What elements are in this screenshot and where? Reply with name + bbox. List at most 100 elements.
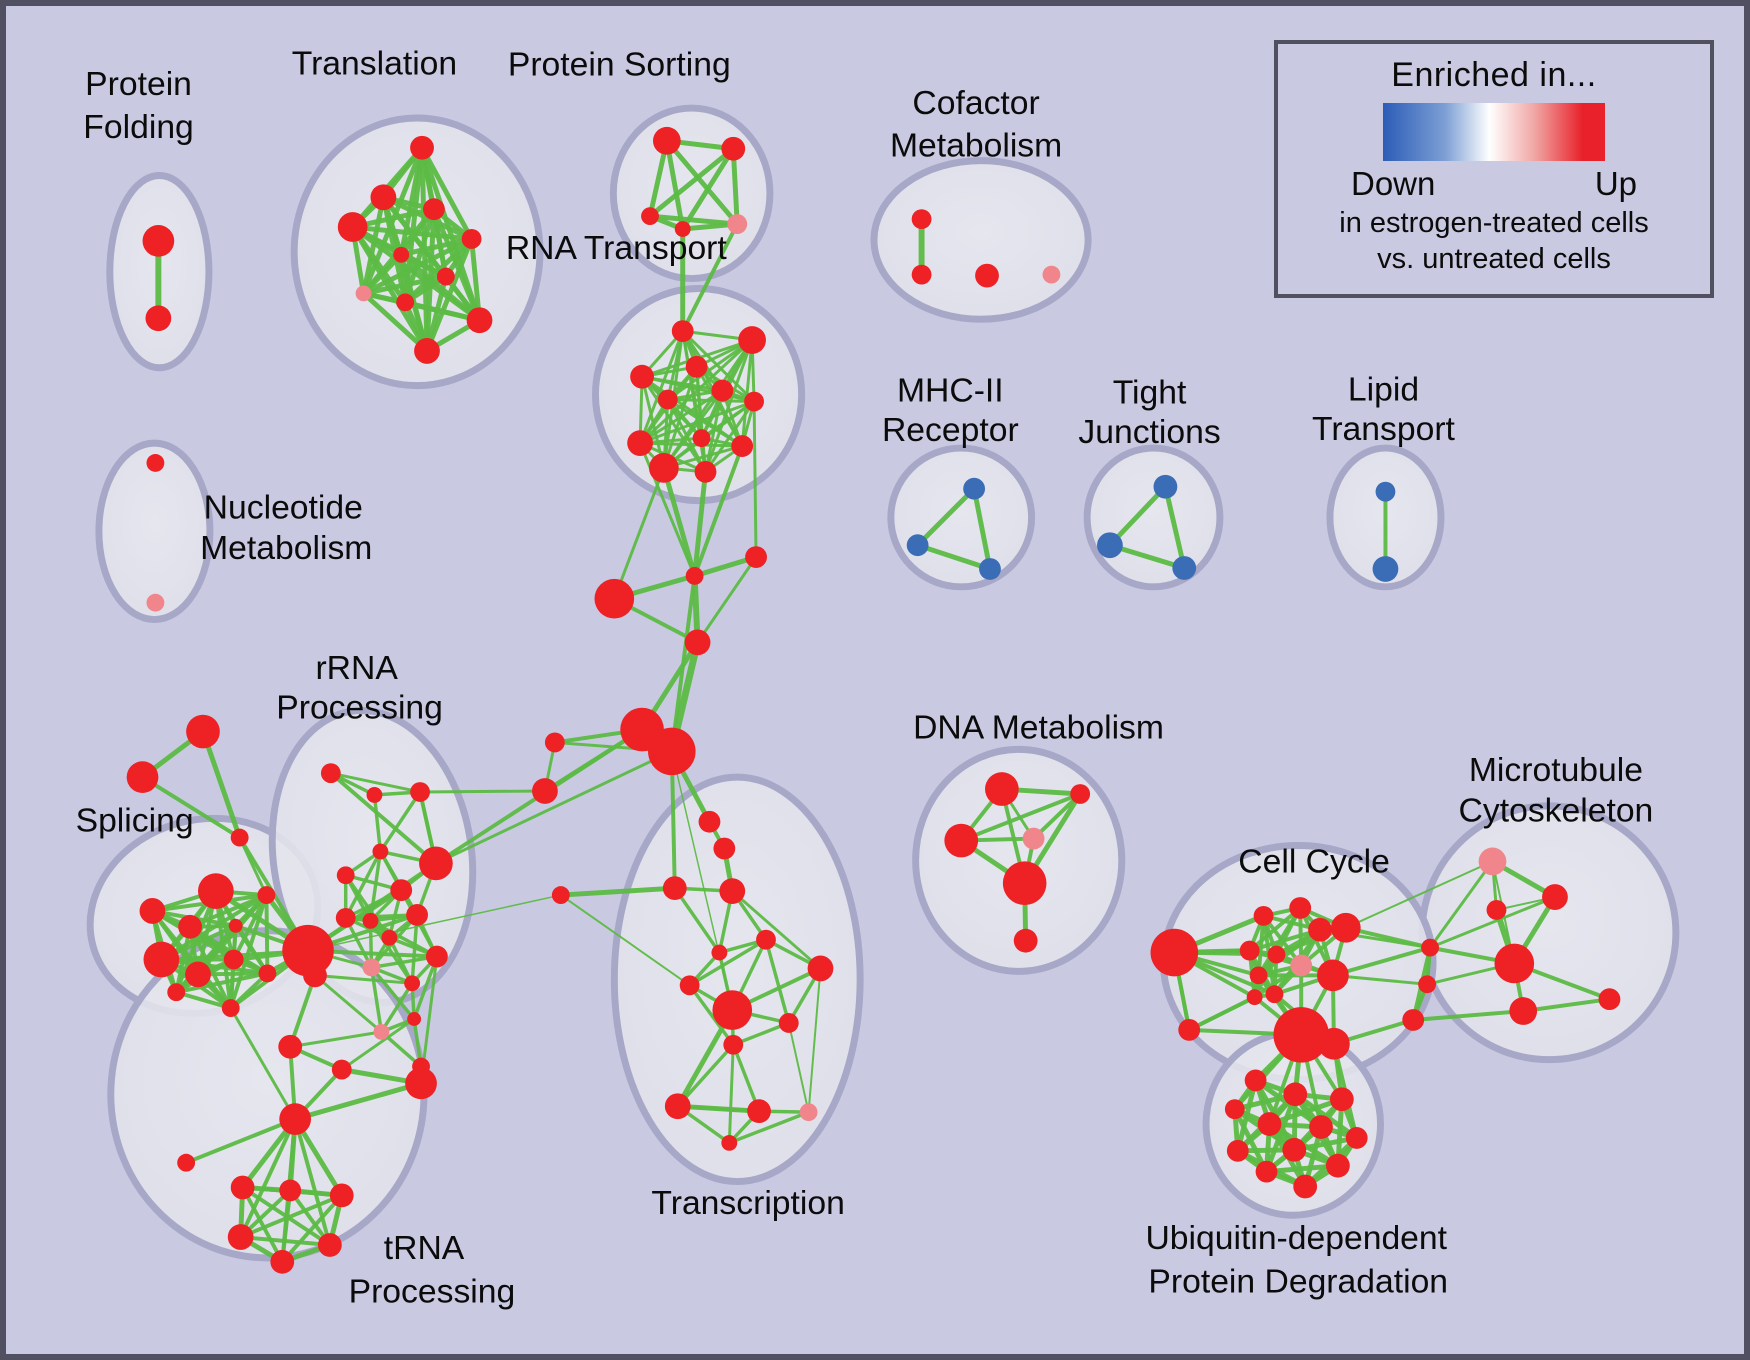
node-u1	[1283, 1082, 1308, 1107]
node-cc7	[1317, 959, 1349, 992]
node-cn0	[1421, 938, 1439, 957]
edge	[915, 542, 993, 572]
node-ft1	[126, 761, 159, 793]
node-ft2	[230, 828, 249, 847]
node-r4	[711, 379, 734, 402]
edge	[675, 1103, 762, 1114]
node-sn	[551, 886, 570, 905]
node-c2	[975, 263, 999, 288]
edge	[184, 1117, 298, 1165]
node-ch1	[713, 837, 736, 860]
node-u8	[1282, 1137, 1307, 1162]
edge	[740, 338, 754, 448]
edge	[638, 399, 756, 445]
edge	[666, 398, 707, 474]
cluster-label-lipid-transport: Transport	[1312, 410, 1456, 448]
node-n0	[146, 454, 165, 472]
edge	[787, 1021, 810, 1114]
cluster-label-rrna-processing: Processing	[276, 689, 443, 727]
node-tj1	[1097, 532, 1123, 559]
edge	[1247, 927, 1323, 953]
edge	[343, 849, 383, 920]
node-j1	[745, 546, 767, 568]
edge	[661, 465, 698, 579]
edge	[238, 836, 268, 897]
edge	[1428, 859, 1494, 950]
node-r6	[744, 391, 764, 412]
cluster-label-ubiquitin-degradation: Protein Degradation	[1148, 1263, 1448, 1301]
cluster-label-cofactor-metabolism: Metabolism	[890, 127, 1062, 165]
edge	[681, 329, 756, 403]
edge	[398, 252, 482, 323]
node-rr5	[336, 866, 355, 885]
edge	[727, 1043, 735, 1145]
edge	[640, 375, 756, 403]
node-c1	[911, 264, 932, 285]
edge	[264, 893, 270, 976]
node-n1	[146, 593, 165, 612]
edge	[638, 338, 754, 445]
node-br2	[405, 1067, 437, 1100]
node-u5	[1309, 1115, 1333, 1139]
cluster-ellipse-tight-junctions	[1083, 444, 1224, 591]
edge	[664, 138, 686, 232]
edge	[640, 375, 707, 474]
node-c3	[1042, 265, 1061, 284]
edge	[292, 1080, 424, 1122]
node-h3	[648, 727, 696, 776]
edge	[730, 146, 740, 227]
node-rr13	[404, 975, 421, 992]
node-d5	[1013, 928, 1038, 953]
node-s6	[185, 961, 211, 988]
edge	[200, 729, 243, 841]
node-ft0	[186, 714, 220, 749]
node-t10	[414, 338, 440, 364]
cluster-ellipse-cofactor-metabolism	[870, 157, 1092, 323]
node-cc1	[1289, 897, 1312, 919]
node-u2	[1329, 1087, 1354, 1112]
node-tj0	[1153, 474, 1178, 499]
edge	[915, 486, 977, 548]
node-cc0	[1253, 905, 1274, 926]
edge	[288, 973, 317, 1049]
node-s3	[178, 914, 202, 939]
edge	[1107, 542, 1187, 571]
node-mt2	[1486, 900, 1507, 920]
edge	[361, 290, 430, 354]
edge	[369, 954, 439, 970]
node-s1	[198, 873, 234, 909]
node-r3	[630, 364, 654, 389]
edge	[233, 923, 270, 976]
edge	[612, 466, 666, 601]
edge	[238, 1193, 344, 1240]
cluster-label-rrna-processing: rRNA	[315, 649, 398, 687]
edge	[1247, 905, 1303, 953]
node-trhub	[279, 1103, 312, 1135]
node-ln0	[544, 732, 565, 753]
cluster-label-lipid-transport: Lipid	[1348, 370, 1419, 408]
node-rr8	[362, 912, 379, 929]
edge	[398, 236, 475, 258]
cluster-ellipse-microtubule-cytoskeleton	[1418, 802, 1680, 1064]
edge	[807, 967, 822, 1114]
node-r2	[685, 355, 708, 378]
cluster-label-transcription: Transcription	[651, 1184, 844, 1222]
node-tr2	[329, 1183, 354, 1208]
node-u9	[1325, 1153, 1350, 1178]
edge	[188, 893, 269, 929]
edge	[666, 338, 754, 401]
legend-caption-line2: vs. untreated cells	[1377, 243, 1611, 275]
node-mt3	[1494, 943, 1535, 984]
node-j2	[594, 578, 635, 619]
node-s9	[167, 983, 186, 1002]
node-x11	[799, 1103, 818, 1122]
node-c0	[911, 209, 932, 230]
node-r5	[657, 389, 678, 410]
node-h0	[282, 924, 334, 977]
node-u0	[1244, 1069, 1267, 1092]
edge	[412, 954, 439, 1021]
cluster-label-cofactor-metabolism: Cofactor	[912, 84, 1039, 122]
edge	[361, 252, 404, 296]
cluster-labels: Protein Folding Translation Protein Sorting…	[76, 44, 1654, 1310]
